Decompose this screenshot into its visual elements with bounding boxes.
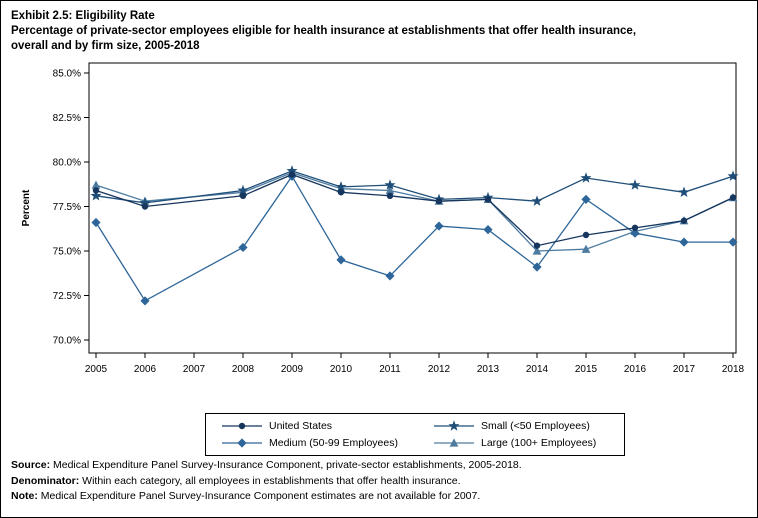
svg-text:2018: 2018 — [722, 364, 745, 375]
svg-text:2014: 2014 — [526, 364, 549, 375]
svg-text:85.0%: 85.0% — [53, 69, 81, 80]
svg-text:77.5%: 77.5% — [53, 202, 81, 213]
svg-text:75.0%: 75.0% — [53, 247, 81, 258]
legend-label-large: Large (100+ Employees) — [481, 437, 597, 449]
svg-text:2017: 2017 — [673, 364, 696, 375]
legend-item-medium: Medium (50-99 Employees) — [222, 437, 434, 449]
svg-text:2010: 2010 — [330, 364, 353, 375]
svg-text:2008: 2008 — [232, 364, 255, 375]
exhibit-subtitle-line2: overall and by firm size, 2005-2018 — [11, 40, 200, 52]
svg-text:2015: 2015 — [575, 364, 598, 375]
svg-text:82.5%: 82.5% — [53, 113, 81, 124]
svg-text:2013: 2013 — [477, 364, 500, 375]
chart-header: Exhibit 2.5: Eligibility Rate Percentage… — [11, 9, 749, 54]
denominator-note: Denominator: Within each category, all e… — [11, 474, 522, 490]
chart-legend: United States Small (<50 Employees) Medi… — [205, 413, 625, 456]
availability-note-text: Medical Expenditure Panel Survey-Insuran… — [37, 490, 481, 502]
source-note: Source: Medical Expenditure Panel Survey… — [11, 458, 522, 474]
united-states-line-circle-icon — [222, 422, 262, 430]
eligibility-rate-line-chart: 70.0% 72.5% 75.0% 77.5% 80.0% 82.5% 85.0% 2005 2… — [21, 62, 745, 375]
svg-text:2011: 2011 — [379, 364, 401, 375]
denominator-note-label: Denominator: — [11, 474, 80, 487]
svg-text:70.0%: 70.0% — [53, 336, 81, 347]
availability-note-label: Note: — [11, 490, 38, 502]
svg-text:80.0%: 80.0% — [53, 158, 81, 169]
large-line-triangle-icon — [434, 438, 474, 447]
svg-text:2016: 2016 — [624, 364, 647, 375]
exhibit-title: Exhibit 2.5: Eligibility Rate — [11, 10, 155, 22]
legend-label-small: Small (<50 Employees) — [481, 420, 590, 432]
svg-text:2007: 2007 — [183, 364, 206, 375]
source-note-text: Medical Expenditure Panel Survey-Insuran… — [50, 459, 522, 471]
svg-text:2012: 2012 — [428, 364, 451, 375]
svg-text:72.5%: 72.5% — [53, 291, 81, 302]
legend-item-large: Large (100+ Employees) — [434, 437, 620, 449]
svg-text:Percent: Percent — [21, 189, 32, 226]
medium-line-diamond-icon — [222, 438, 262, 448]
legend-label-medium: Medium (50-99 Employees) — [269, 437, 398, 449]
legend-label-united-states: United States — [269, 420, 333, 432]
exhibit-subtitle-line1: Percentage of private-sector employees e… — [11, 25, 637, 37]
small-line-star-icon — [434, 420, 474, 431]
footnotes: Source: Medical Expenditure Panel Survey… — [11, 458, 522, 505]
legend-item-small: Small (<50 Employees) — [434, 420, 620, 432]
denominator-note-text: Within each category, all employees in e… — [79, 474, 461, 487]
availability-note: Note: Medical Expenditure Panel Survey-I… — [11, 489, 522, 505]
legend-item-united-states: United States — [222, 420, 434, 432]
source-note-label: Source: — [11, 459, 51, 471]
svg-text:2009: 2009 — [281, 364, 304, 375]
svg-text:2006: 2006 — [134, 364, 157, 375]
svg-text:2005: 2005 — [85, 364, 108, 375]
